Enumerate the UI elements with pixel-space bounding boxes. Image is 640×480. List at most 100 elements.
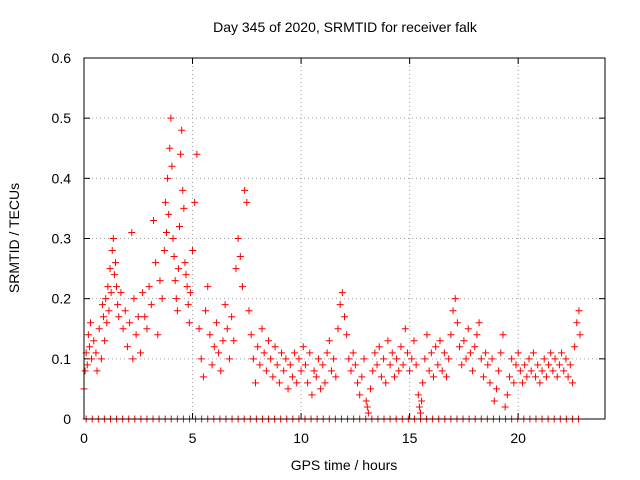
data-point (330, 355, 338, 363)
data-point (243, 198, 251, 206)
data-point (88, 355, 96, 363)
data-point (132, 331, 140, 339)
data-point (168, 162, 176, 170)
data-point (284, 385, 292, 393)
data-point (169, 235, 177, 242)
data-point (165, 210, 173, 218)
data-point (425, 367, 433, 375)
data-point (336, 301, 344, 309)
data-point (85, 343, 93, 351)
data-point (341, 313, 348, 321)
data-point (321, 379, 329, 387)
data-point (542, 373, 550, 381)
data-point (126, 319, 134, 327)
data-point (199, 373, 207, 381)
data-point (449, 307, 457, 315)
data-point (84, 331, 92, 339)
data-point (510, 379, 518, 387)
data-point (286, 361, 294, 369)
data-point (445, 355, 453, 363)
data-point (101, 337, 109, 345)
data-points (80, 114, 584, 423)
data-point (185, 319, 193, 327)
data-point (223, 325, 231, 333)
data-point (395, 367, 403, 375)
data-point (105, 307, 113, 315)
data-point (212, 319, 220, 327)
data-point (306, 349, 314, 357)
data-point (406, 367, 414, 375)
data-point (181, 259, 189, 267)
x-axis-label: GPS time / hours (291, 457, 398, 473)
data-point (208, 361, 216, 369)
data-point (371, 349, 379, 357)
data-point (109, 235, 117, 242)
data-point (312, 373, 320, 381)
data-point (451, 295, 459, 303)
data-point (390, 373, 398, 381)
data-point (215, 349, 223, 357)
data-point (241, 186, 249, 194)
data-point (93, 367, 101, 375)
data-point (245, 307, 253, 315)
x-tick-label: 5 (189, 430, 197, 446)
data-point (447, 331, 455, 339)
data-point (230, 337, 238, 345)
data-point (234, 235, 242, 242)
data-point (183, 283, 191, 291)
data-point (327, 367, 335, 375)
data-point (280, 367, 288, 375)
data-point (388, 349, 396, 357)
data-point (186, 289, 194, 297)
data-point (421, 355, 429, 363)
data-point (182, 271, 190, 279)
data-point (432, 343, 440, 351)
data-point (247, 331, 255, 339)
data-point (310, 367, 318, 375)
data-point (443, 373, 451, 381)
data-point (232, 265, 240, 273)
data-point (314, 355, 322, 363)
data-point (523, 373, 531, 381)
data-point (436, 337, 444, 345)
data-point (180, 204, 188, 212)
data-point (275, 379, 283, 387)
data-point (166, 144, 174, 152)
data-point (297, 367, 305, 375)
data-point (377, 373, 385, 381)
data-point (408, 355, 416, 363)
data-point (519, 379, 527, 387)
data-point (414, 391, 422, 399)
data-point (575, 307, 583, 315)
data-point (438, 367, 446, 375)
data-point (251, 379, 259, 387)
data-point (393, 355, 401, 363)
data-point (534, 361, 542, 369)
data-point (380, 355, 388, 363)
data-point (129, 355, 137, 363)
data-point (505, 373, 513, 381)
data-point (373, 361, 381, 369)
data-point (288, 373, 296, 381)
data-point (440, 349, 448, 357)
data-point (197, 355, 205, 363)
data-point (107, 289, 115, 297)
data-point (325, 337, 333, 345)
data-point (228, 313, 236, 321)
data-point (189, 247, 197, 255)
data-point (83, 361, 91, 369)
data-point (291, 349, 299, 357)
data-point (363, 403, 371, 411)
data-point (573, 319, 581, 327)
y-tick-label: 0.3 (52, 231, 72, 247)
data-point (206, 331, 214, 339)
grid-lines (84, 58, 605, 419)
data-point (130, 295, 138, 303)
data-point (262, 367, 270, 375)
data-point (416, 409, 424, 417)
data-point (167, 114, 175, 122)
data-point (338, 289, 346, 297)
data-point (173, 307, 181, 315)
data-point (427, 349, 435, 357)
